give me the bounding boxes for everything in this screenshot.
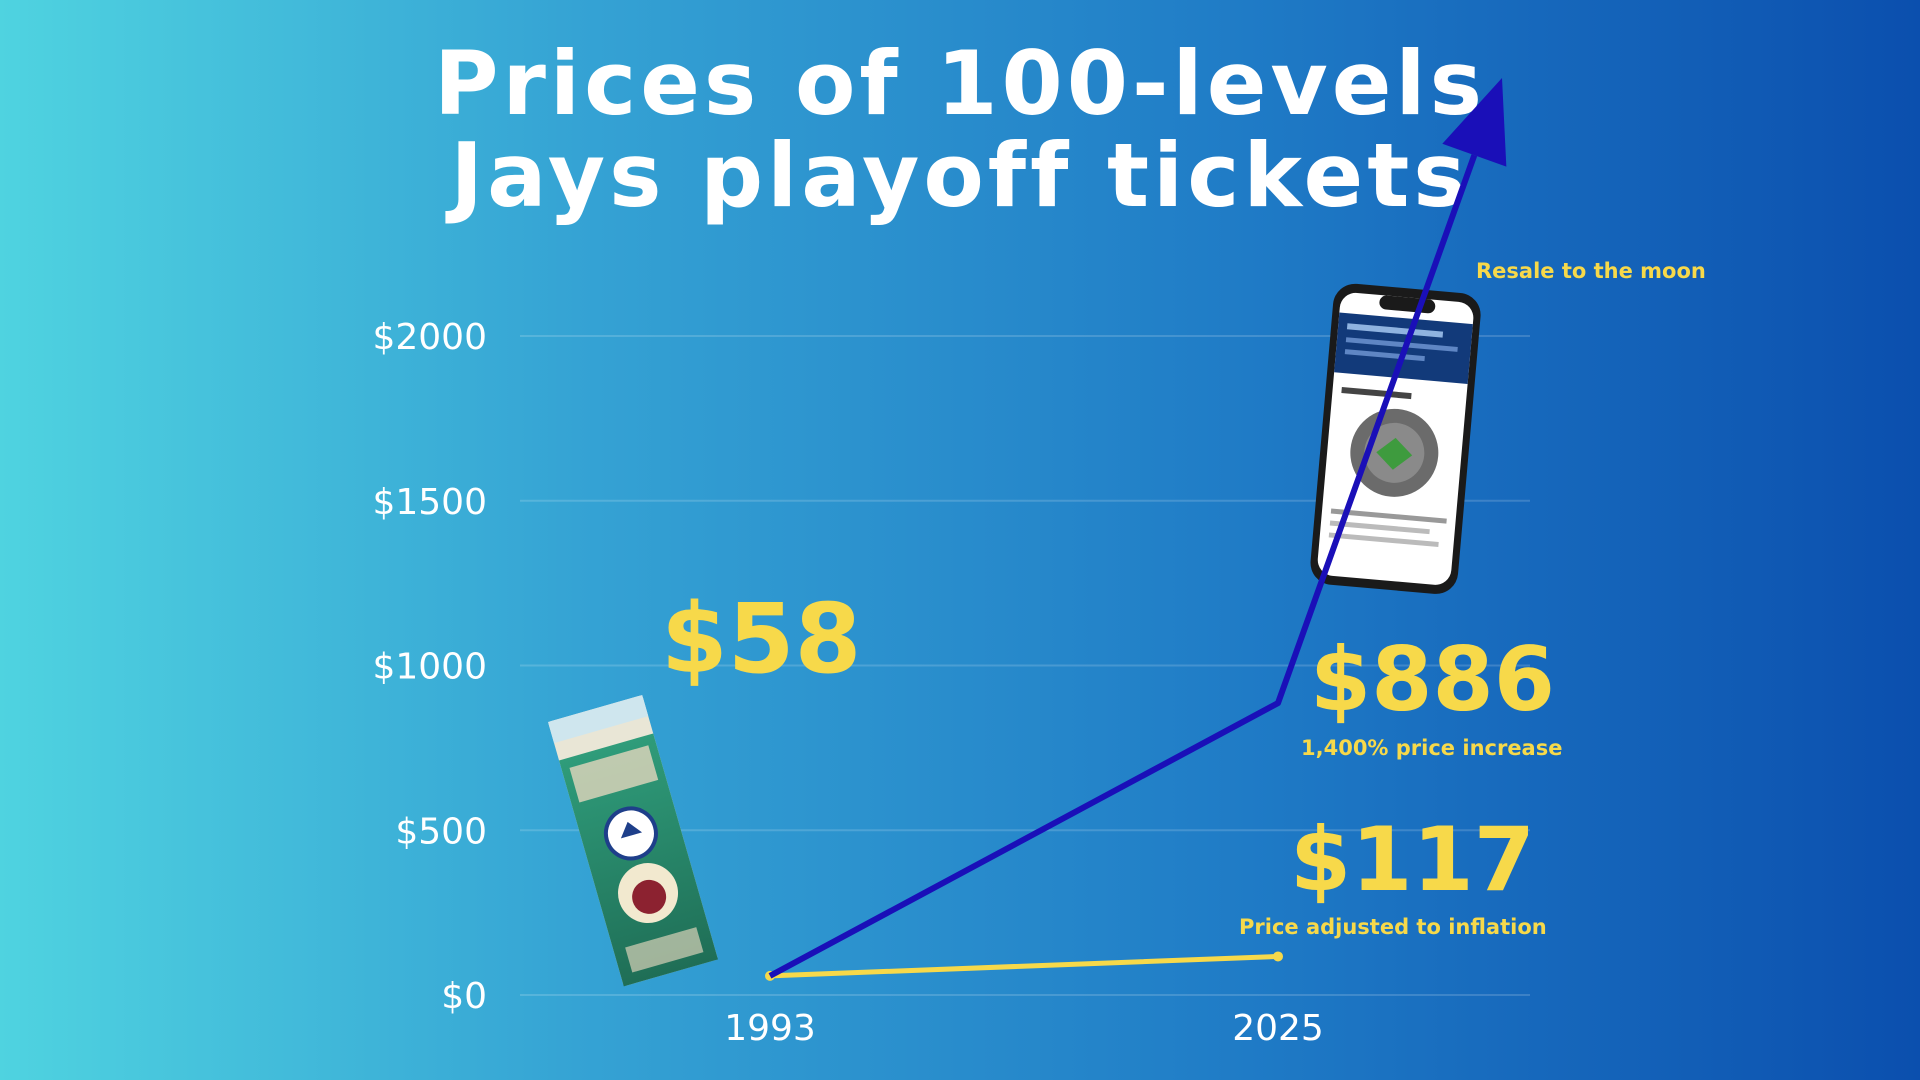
y-tick-label: $2000: [372, 317, 487, 358]
x-tick-label: 2025: [1232, 1008, 1324, 1049]
resale-price-line: [768, 154, 1478, 979]
inflation-price-line: [767, 953, 1281, 979]
chart-title-line-2: Jays playoff tickets: [450, 124, 1470, 227]
x-axis-tick-labels: 1993 2025: [724, 1008, 1324, 1049]
y-tick-label: $1000: [372, 647, 487, 688]
y-tick-label: $1500: [372, 482, 487, 523]
y-axis-tick-labels: $0 $500 $1000 $1500 $2000: [372, 317, 487, 1017]
inflation-point-2025: [1273, 951, 1283, 962]
x-tick-label: 1993: [724, 1008, 816, 1049]
price-2025-resale-label: $886: [1310, 628, 1555, 731]
resale-arrow-head: [1442, 78, 1507, 167]
phone-resale-image: [1310, 283, 1481, 594]
vintage-ticket-image: [548, 694, 719, 987]
chart-title-line-1: Prices of 100-levels: [434, 32, 1486, 135]
y-tick-label: $0: [441, 976, 487, 1017]
price-2025-inflation-label: $117: [1290, 808, 1535, 911]
resale-increase-note: 1,400% price increase: [1301, 736, 1562, 760]
inflation-note: Price adjusted to inflation: [1239, 915, 1547, 939]
y-tick-label: $500: [395, 811, 487, 852]
arrow-note: Resale to the moon: [1476, 259, 1706, 283]
price-1993-label: $58: [661, 583, 861, 695]
chart-title: Prices of 100-levels Jays playoff ticket…: [240, 38, 1680, 222]
